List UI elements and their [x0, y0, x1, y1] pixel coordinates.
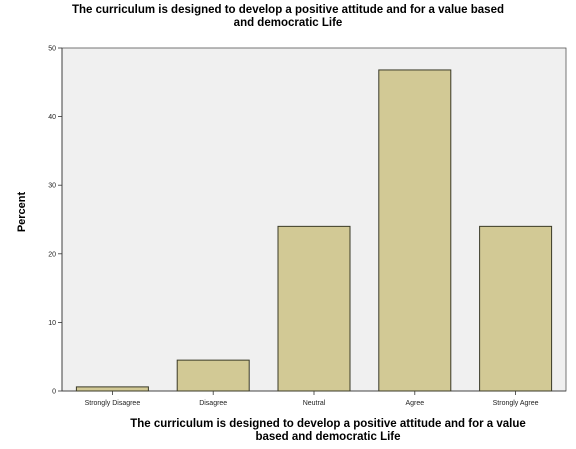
- y-axis: 0 10 20 30 40 50: [48, 46, 63, 396]
- y-tick-label: 10: [48, 320, 56, 327]
- y-axis-label: Percent: [16, 191, 28, 233]
- x-axis-label-line-1: The curriculum is designed to develop a …: [130, 418, 526, 430]
- bar-agree: [378, 69, 452, 392]
- y-tick-label: 40: [48, 114, 56, 121]
- y-tick-label: 20: [48, 251, 56, 258]
- chart-title: The curriculum is designed to develop a …: [0, 4, 576, 30]
- bars: [75, 69, 553, 392]
- x-tick-label: Strongly Agree: [493, 400, 539, 407]
- x-tick-label: Neutral: [303, 400, 326, 407]
- x-axis-label: The curriculum is designed to develop a …: [40, 418, 576, 444]
- bar-disagree: [176, 359, 250, 392]
- x-tick-label: Agree: [405, 400, 424, 407]
- bar-strongly-agree: [479, 225, 553, 392]
- x-axis-label-line-2: based and democratic Life: [255, 431, 401, 443]
- bar-strongly-disagree: [75, 386, 149, 392]
- bar-neutral: [277, 225, 351, 392]
- x-tick-label: Strongly Disagree: [85, 400, 141, 407]
- chart-title-line-2: and democratic Life: [233, 17, 343, 29]
- y-tick-label: 30: [48, 183, 56, 190]
- x-tick-label: Disagree: [199, 400, 227, 407]
- chart-title-line-1: The curriculum is designed to develop a …: [72, 4, 504, 16]
- y-tick-label: 0: [52, 389, 56, 396]
- y-tick-label: 50: [48, 46, 56, 53]
- x-axis: Strongly Disagree Disagree Neutral Agree Str…: [62, 390, 566, 407]
